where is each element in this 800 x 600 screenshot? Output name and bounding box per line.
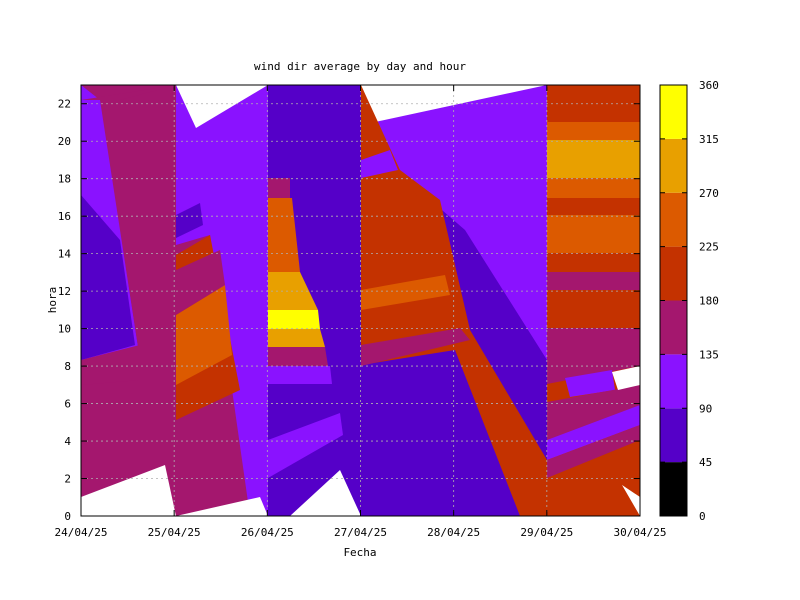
x-tick-label: 24/04/25 [55, 526, 108, 539]
y-tick-label: 2 [64, 473, 71, 486]
colorbar-segment [660, 192, 687, 247]
colorbar-segment [660, 138, 687, 193]
heat-region [622, 485, 640, 516]
heat-region [547, 405, 640, 460]
heat-region [547, 140, 640, 178]
heat-region [268, 413, 343, 478]
y-axis-label: hora [46, 287, 59, 314]
y-tick-label: 10 [58, 323, 71, 336]
heat-region [547, 328, 640, 384]
colorbar-segment [660, 408, 687, 463]
colorbar-segment [660, 85, 687, 139]
heat-region [81, 85, 176, 516]
chart-title: wind dir average by day and hour [254, 60, 466, 73]
y-tick-label: 16 [58, 210, 71, 223]
heat-region [268, 329, 325, 347]
x-tick-label: 29/04/25 [520, 526, 573, 539]
colorbar-tick-label: 270 [699, 187, 719, 200]
y-tick-label: 12 [58, 285, 71, 298]
colorbar-tick-label: 180 [699, 295, 719, 308]
colorbar-segment [660, 354, 687, 409]
y-tick-label: 22 [58, 98, 71, 111]
heat-region [176, 203, 203, 238]
heat-region [361, 275, 450, 310]
heat-region [176, 250, 225, 315]
colorbar-tick-label: 315 [699, 133, 719, 146]
heat-region [547, 122, 640, 140]
heat-region [81, 345, 140, 385]
heat-region [361, 150, 398, 178]
x-tick-label: 28/04/25 [427, 526, 480, 539]
x-axis-label: Fecha [343, 546, 376, 559]
heat-region [290, 470, 361, 516]
y-tick-label: 0 [64, 510, 71, 523]
heat-region [268, 85, 361, 516]
heat-region [268, 366, 332, 384]
y-tick-label: 18 [58, 173, 71, 186]
colorbar-segment [660, 300, 687, 355]
heat-region [547, 178, 640, 198]
heat-region [81, 135, 100, 195]
y-tick-label: 4 [64, 435, 71, 448]
heat-region [547, 272, 640, 290]
colorbar-tick-label: 225 [699, 241, 719, 254]
colorbar-tick-label: 135 [699, 348, 719, 361]
heat-region [547, 425, 640, 478]
heat-region [268, 178, 290, 198]
y-tick-label: 20 [58, 135, 71, 148]
colorbar-tick-label: 0 [699, 510, 706, 523]
heat-region [361, 328, 470, 366]
colorbar-tick-label: 360 [699, 79, 719, 92]
heat-region [81, 85, 176, 100]
heat-region [612, 366, 640, 390]
heat-region [81, 195, 135, 360]
colorbar-tick-label: 90 [699, 402, 712, 415]
x-tick-label: 27/04/25 [334, 526, 387, 539]
y-tick-label: 14 [58, 248, 72, 261]
heat-region [176, 85, 268, 128]
colorbar: 0 45 90 135 180 225 270 315 360 [659, 79, 719, 523]
x-tick-label: 25/04/25 [148, 526, 201, 539]
heat-region [268, 310, 320, 329]
colorbar-segment [660, 462, 687, 516]
heat-region [361, 85, 547, 360]
heat-region [547, 385, 640, 440]
heat-region [268, 347, 328, 366]
y-tick-label: 6 [64, 398, 71, 411]
x-tick-label: 30/04/25 [614, 526, 667, 539]
heat-region [176, 497, 268, 516]
y-tick-label: 8 [64, 360, 71, 373]
heat-region [547, 215, 640, 253]
colorbar-tick-label: 45 [699, 456, 712, 469]
heat-region [81, 465, 176, 516]
grid [81, 85, 640, 516]
x-tick-label: 26/04/25 [241, 526, 294, 539]
heat-region [565, 370, 615, 397]
colorbar-segment [660, 246, 687, 301]
axis-ticks: 0 2 4 6 8 10 12 14 16 18 20 22 24/04/25 25/04/25 26/04… [55, 85, 667, 539]
heat-region [176, 285, 232, 385]
